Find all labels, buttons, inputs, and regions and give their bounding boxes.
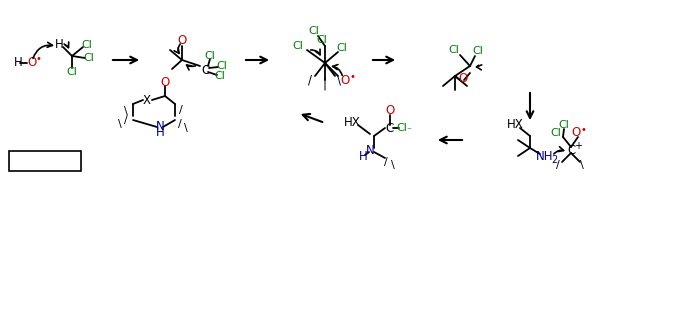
Text: O: O <box>160 75 169 88</box>
Text: Cl: Cl <box>559 120 569 130</box>
Text: Cl: Cl <box>293 41 303 51</box>
Text: X = O, NR: X = O, NR <box>15 155 74 168</box>
Text: /: / <box>178 119 182 129</box>
Text: \: \ <box>184 123 188 133</box>
Text: H: H <box>14 57 22 70</box>
Text: \: \ <box>337 73 341 86</box>
Text: |: | <box>323 78 327 91</box>
Text: Cl: Cl <box>215 71 225 81</box>
Text: Cl: Cl <box>551 128 561 138</box>
Text: 2: 2 <box>551 155 557 165</box>
Text: N: N <box>155 120 164 133</box>
Text: Cl: Cl <box>316 35 328 45</box>
Text: O: O <box>340 73 349 86</box>
Text: /: / <box>384 157 388 167</box>
Text: Cl: Cl <box>309 26 319 36</box>
Text: \: \ <box>391 160 395 170</box>
Text: X: X <box>143 93 151 107</box>
Text: C: C <box>567 143 575 156</box>
Text: NH: NH <box>536 150 554 163</box>
Text: /: / <box>556 160 560 170</box>
Text: •: • <box>35 54 41 64</box>
Text: Cl: Cl <box>337 43 347 53</box>
Text: Cl: Cl <box>449 45 459 55</box>
Text: O: O <box>458 73 468 86</box>
Text: +: + <box>574 141 582 151</box>
Text: O: O <box>571 127 580 140</box>
Text: H: H <box>155 127 164 140</box>
Text: Cl: Cl <box>82 40 92 50</box>
Text: O: O <box>386 105 395 117</box>
Text: \: \ <box>580 160 584 170</box>
Text: N: N <box>365 143 375 156</box>
Text: O: O <box>177 33 187 46</box>
Text: C: C <box>386 121 394 135</box>
Text: /: / <box>124 115 128 125</box>
Text: /: / <box>308 73 312 86</box>
Text: Cl: Cl <box>397 123 407 133</box>
Text: Cl: Cl <box>473 46 484 56</box>
Text: \: \ <box>118 119 122 129</box>
Text: \: \ <box>124 106 128 116</box>
Text: /: / <box>179 105 183 115</box>
Text: HX: HX <box>344 116 360 129</box>
Text: Cl: Cl <box>66 67 78 77</box>
Text: H: H <box>358 149 368 162</box>
Text: •: • <box>580 125 586 135</box>
Text: •: • <box>349 72 355 82</box>
Text: Cl: Cl <box>216 61 228 71</box>
FancyBboxPatch shape <box>9 151 81 171</box>
Text: Cl: Cl <box>204 51 216 61</box>
Text: Cl: Cl <box>83 53 94 63</box>
Text: C: C <box>202 64 210 77</box>
Text: H: H <box>55 38 64 51</box>
Text: O: O <box>27 57 36 70</box>
Text: ⁻: ⁻ <box>407 126 412 136</box>
Text: HX: HX <box>507 119 524 132</box>
